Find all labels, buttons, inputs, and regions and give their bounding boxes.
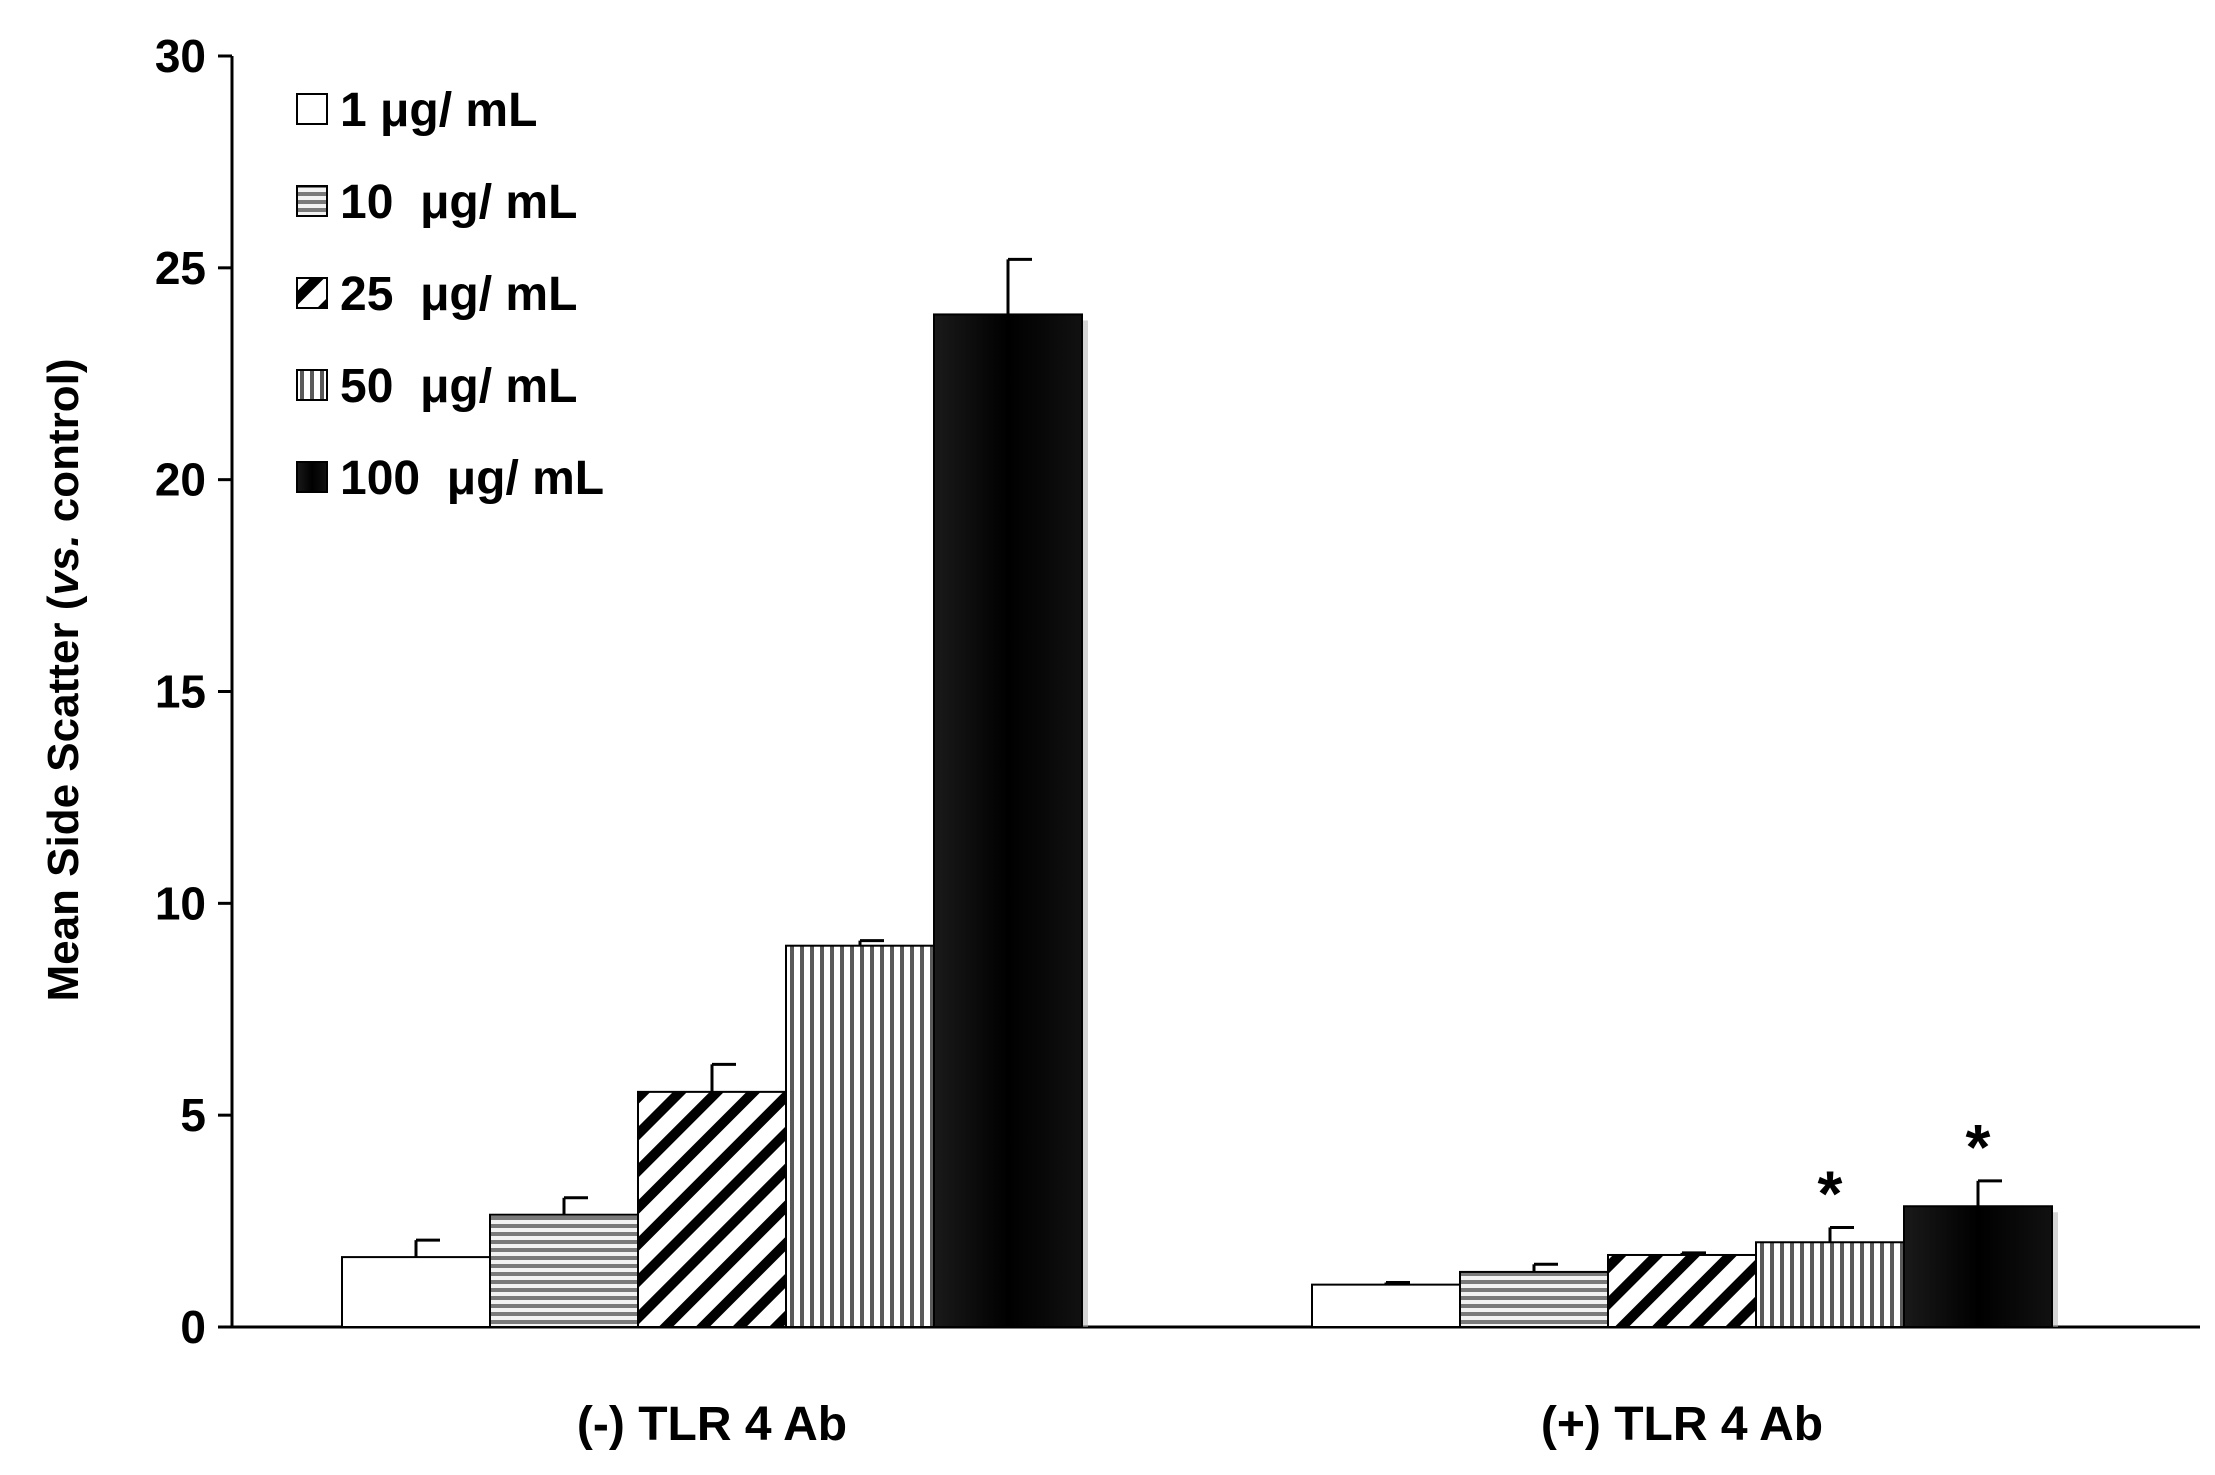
y-tick-label: 10 (155, 877, 206, 929)
bar (1311, 1283, 1461, 1328)
bar (1607, 1253, 1757, 1329)
category-label: (-) TLR 4 Ab (577, 1398, 847, 1451)
bar (1903, 1205, 2053, 1329)
bar (489, 1213, 639, 1329)
significance-marker: * (1966, 1111, 1991, 1183)
legend-label: 1 μg/ mL (340, 84, 537, 137)
bar (933, 313, 1083, 1329)
bar (637, 1090, 787, 1328)
legend-label: 50 μg/ mL (340, 360, 577, 413)
bars-group: (-) TLR 4 Ab * * (+) TLR 4 Ab (341, 257, 2058, 1451)
y-tick-label: 20 (155, 454, 206, 506)
legend-label: 10 μg/ mL (340, 176, 577, 229)
legend-swatch (296, 93, 328, 125)
bar (785, 944, 935, 1328)
y-tick-label: 5 (180, 1089, 206, 1141)
y-tick-label: 25 (155, 242, 206, 294)
legend-label: 100 μg/ mL (340, 452, 604, 505)
legend-swatch (296, 461, 328, 493)
y-axis-label-italic: vs. (39, 534, 88, 595)
y-tick-label: 15 (155, 666, 206, 718)
legend-swatch (296, 185, 328, 217)
bar (1755, 1241, 1905, 1329)
bar (341, 1256, 491, 1328)
y-tick-label: 0 (180, 1301, 206, 1353)
y-axis-label-suffix: control) (39, 358, 88, 534)
y-tick-label: 30 (155, 30, 206, 82)
y-axis-label: Mean Side Scatter (vs. control) (39, 358, 88, 1001)
legend-label: 25 μg/ mL (340, 268, 577, 321)
legend-swatch (296, 277, 328, 309)
legend: 1 μg/ mL 10 μg/ mL 25 μg/ mL 50 μg/ mL 100 μ… (296, 84, 604, 505)
bar (1459, 1270, 1609, 1329)
significance-marker: * (1818, 1157, 1843, 1229)
y-axis-label-prefix: Mean Side Scatter ( (39, 595, 88, 1001)
category-label: (+) TLR 4 Ab (1541, 1398, 1823, 1451)
legend-swatch (296, 369, 328, 401)
